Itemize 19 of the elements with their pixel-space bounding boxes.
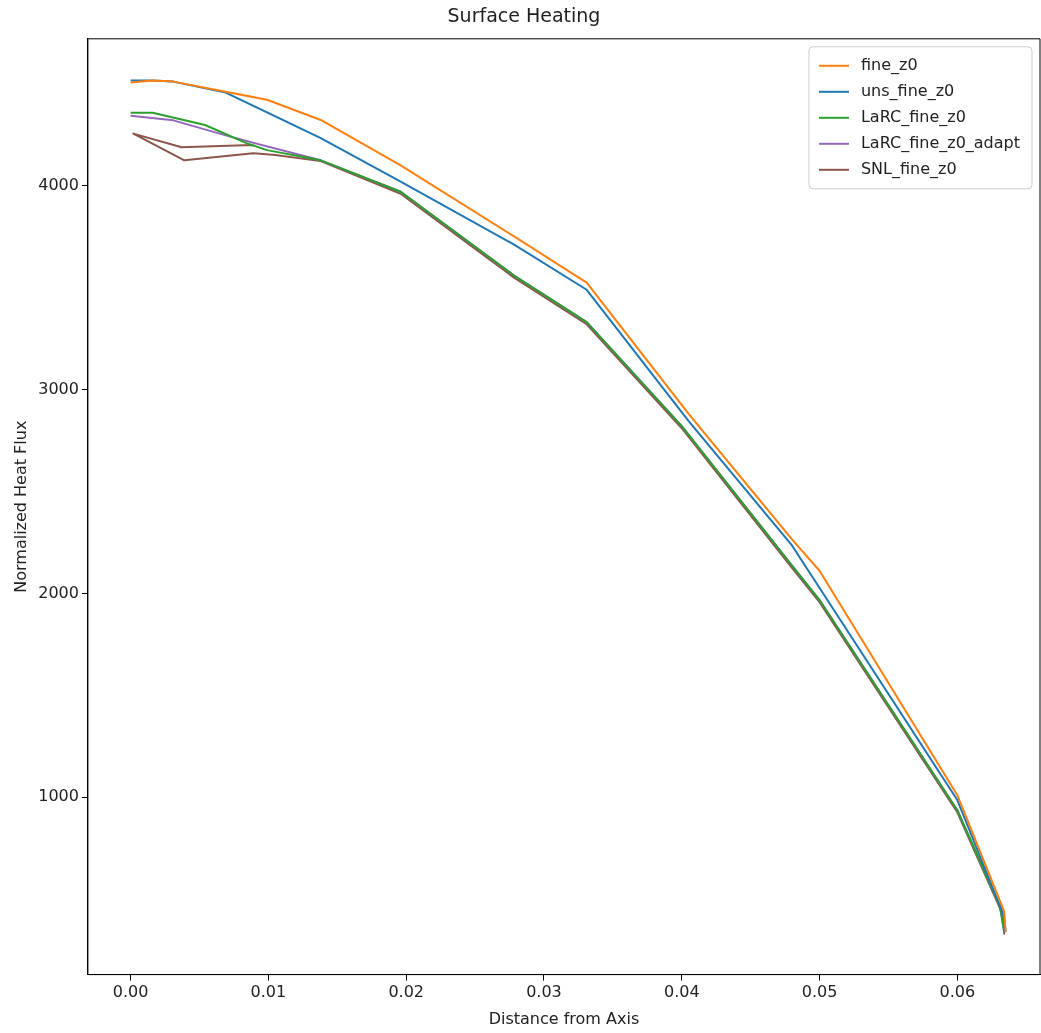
x-tick-label: 0.01 [250, 982, 287, 1002]
legend-label: LaRC_fine_z0_adapt [860, 132, 1020, 153]
x-tick-label: 0.00 [112, 982, 149, 1002]
x-tick-label: 0.04 [663, 982, 700, 1002]
legend-label: fine_z0 [860, 54, 918, 75]
x-axis-title: Distance from Axis [488, 1008, 640, 1028]
y-tick-label: 3000 [38, 378, 79, 398]
y-tick-label: 4000 [38, 174, 79, 194]
y-axis-title: Normalized Heat Flux [10, 420, 30, 593]
legend-label: uns_fine_z0 [860, 80, 955, 101]
chart-title: Surface Heating [447, 4, 601, 27]
legend-label: LaRC_fine_z0 [860, 106, 966, 127]
x-tick-label: 0.03 [526, 982, 562, 1002]
x-tick-label: 0.06 [939, 982, 976, 1002]
y-tick-label: 1000 [38, 786, 79, 806]
x-tick-label: 0.02 [388, 982, 425, 1002]
y-tick-label: 2000 [38, 582, 79, 602]
legend-label: SNL_fine_z0 [860, 158, 957, 179]
x-tick-label: 0.05 [801, 982, 838, 1002]
